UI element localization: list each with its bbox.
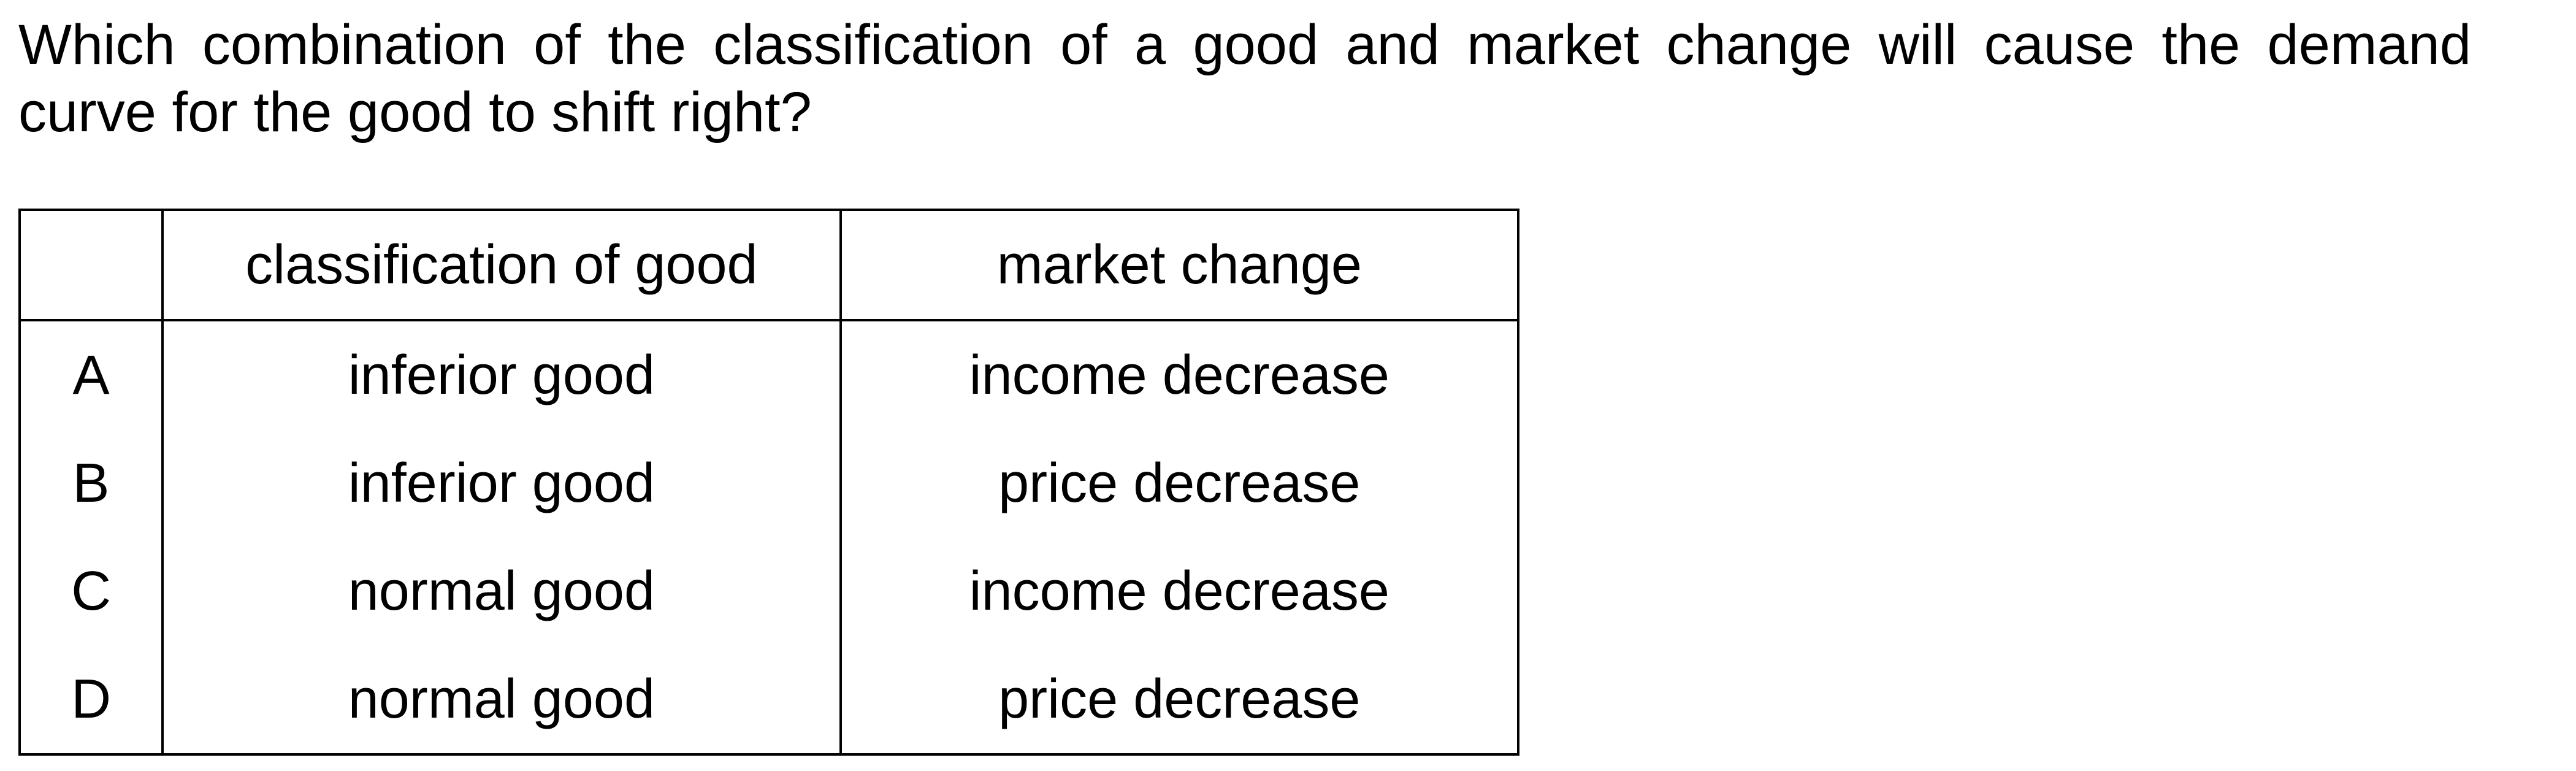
option-key: B <box>18 429 164 537</box>
table-header-row: classification of good market change <box>18 209 1520 321</box>
market-change-cell: income decrease <box>839 320 1520 429</box>
header-market-change: market change <box>839 209 1520 321</box>
classification-cell: normal good <box>161 645 842 756</box>
header-key-cell <box>18 209 164 321</box>
option-key: C <box>18 537 164 645</box>
table-row: C normal good income decrease <box>18 537 1520 645</box>
question-text: Which combination of the classification … <box>18 11 2471 146</box>
table-row: B inferior good price decrease <box>18 429 1520 537</box>
answer-options-table: classification of good market change A i… <box>18 209 1520 756</box>
market-change-cell: income decrease <box>839 537 1520 645</box>
classification-cell: inferior good <box>161 320 842 429</box>
market-change-cell: price decrease <box>839 429 1520 537</box>
option-key: D <box>18 645 164 756</box>
classification-cell: inferior good <box>161 429 842 537</box>
classification-cell: normal good <box>161 537 842 645</box>
question-line-1: Which combination of the classification … <box>18 13 2471 76</box>
option-key: A <box>18 320 164 429</box>
table-row: A inferior good income decrease <box>18 320 1520 429</box>
header-classification: classification of good <box>161 209 842 321</box>
market-change-cell: price decrease <box>839 645 1520 756</box>
table-row: D normal good price decrease <box>18 645 1520 756</box>
question-line-2: curve for the good to shift right? <box>18 81 812 144</box>
